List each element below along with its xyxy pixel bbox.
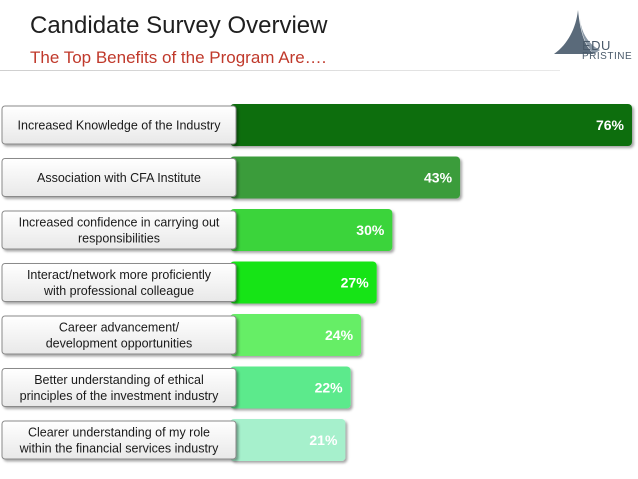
category-label: Interact/network more proficiently [27,268,212,282]
bar-row: Clearer understanding of my role within t… [1,419,346,461]
bar-row: Interact/network more proficiently with p… [1,261,377,304]
slide-subtitle: The Top Benefits of the Program Are…. [30,48,327,67]
category-label: principles of the investment industry [20,389,219,403]
category-label-box [1,105,237,145]
value-label: 30% [356,222,385,238]
category-label: Career advancement/ [59,321,180,335]
category-label: Association with CFA Institute [37,171,201,185]
brand-logo: EDU PRISTINE [554,10,634,72]
bar-row: Better understanding of ethical principle… [1,366,351,409]
category-label-box [1,158,237,197]
bar [230,156,461,199]
value-label: 27% [341,275,370,291]
value-label: 22% [315,380,344,396]
bar [230,419,346,461]
category-label: Increased confidence in carrying out [19,216,220,230]
category-label: responsibilities [78,232,160,246]
bars-group: Increased Knowledge of the Industry 76% As… [1,104,632,461]
bar-row: Increased Knowledge of the Industry 76% [1,104,632,146]
category-label-box [1,210,237,250]
bar [230,314,362,356]
logo-line-1: EDU [582,38,611,53]
category-label-box [1,368,237,407]
value-label: 43% [424,170,453,186]
bar-row: Career advancement/development opportuni… [1,314,362,356]
header-divider [0,70,560,71]
category-label: within the financial services industry [19,442,219,456]
category-label: Clearer understanding of my role [28,426,210,440]
logo-spire-icon [554,10,600,54]
bar [230,261,377,304]
slide-header: Candidate Survey Overview The Top Benefi… [0,0,638,72]
category-label: Increased Knowledge of the Industry [18,119,222,133]
category-label: with professional colleague [43,284,194,298]
category-label-box [1,420,237,460]
bar-row: Association with CFA Institute 43% [1,156,461,199]
logo-text: EDU PRISTINE [582,38,633,62]
bar [230,366,351,409]
category-label-box [1,263,237,302]
bar [230,104,632,146]
value-label: 76% [596,117,625,133]
logo-line-2: PRISTINE [582,51,633,62]
bar-row: Increased confidence in carrying out resp… [1,209,393,251]
category-label-box [1,315,237,355]
category-label: development opportunities [46,337,193,351]
bar [230,209,393,251]
value-label: 24% [325,327,354,343]
value-label: 21% [309,432,338,448]
slide-title: Candidate Survey Overview [30,12,328,39]
category-label: Better understanding of ethical [34,373,204,387]
